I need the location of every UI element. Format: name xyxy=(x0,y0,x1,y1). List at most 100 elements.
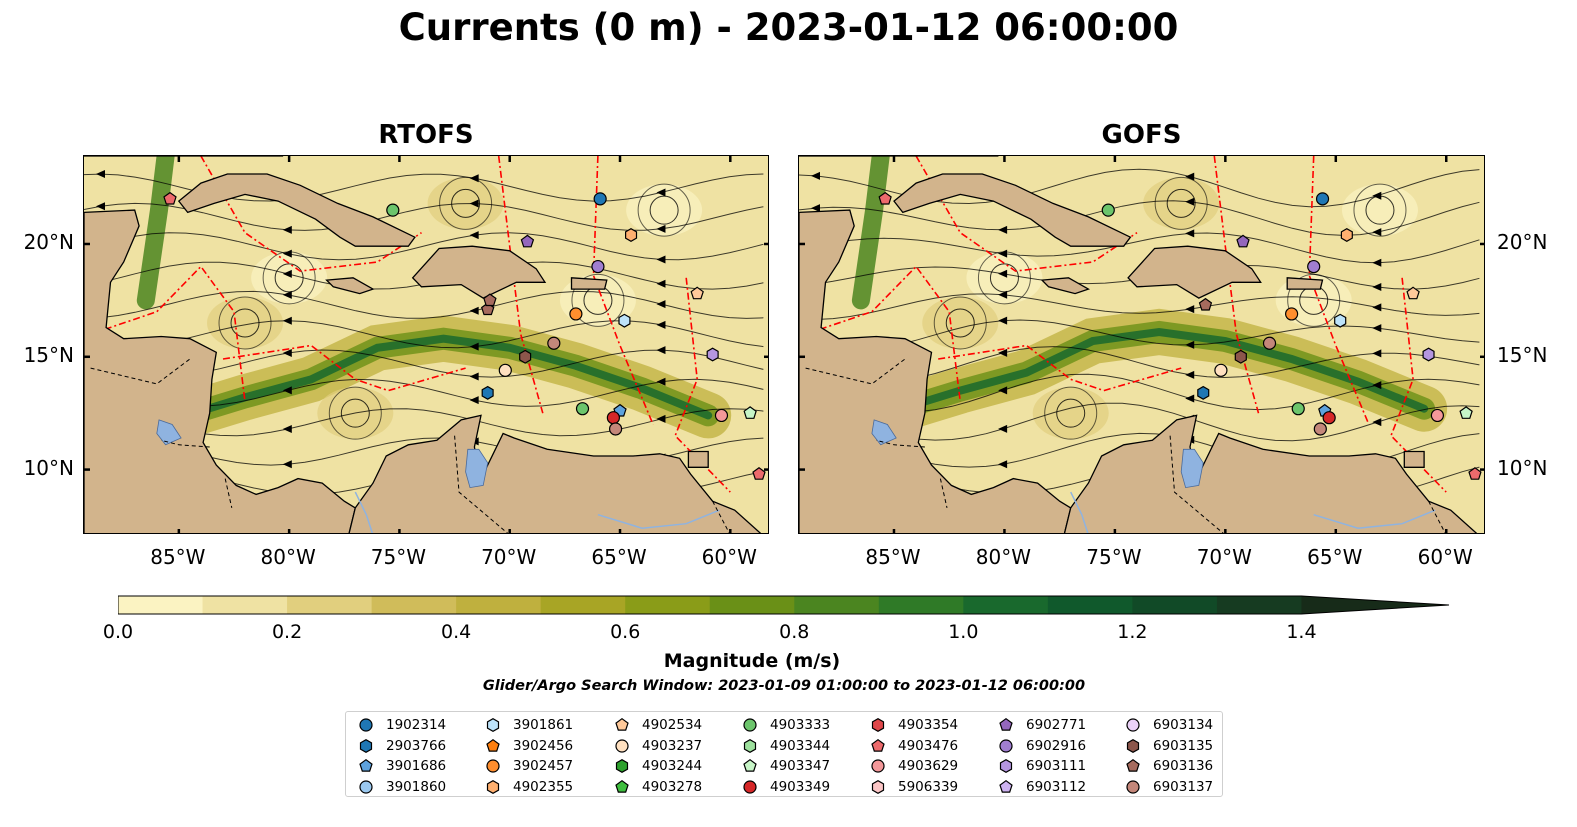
legend-marker-hexagon xyxy=(743,738,757,753)
streamline-arrow xyxy=(1372,324,1382,333)
streamline xyxy=(84,202,764,231)
legend-marker-icon xyxy=(743,758,757,772)
eddy-streamline xyxy=(989,263,1019,293)
lat-tick-label: 10°N xyxy=(23,455,74,480)
lat-tick-label: 10°N xyxy=(1497,455,1548,480)
eddy-streamline xyxy=(945,308,975,338)
streamline-arrow xyxy=(282,316,292,325)
streamline-arrow xyxy=(1185,197,1195,206)
colorbar-tick-label: 0.2 xyxy=(271,621,303,643)
legend-label: 3901861 xyxy=(513,717,574,733)
legend-label: 4903629 xyxy=(898,758,959,774)
legend-marker-icon xyxy=(999,717,1013,731)
streamline-arrow xyxy=(282,386,292,395)
streamline-arrow xyxy=(998,460,1008,469)
legend-marker-pentagon xyxy=(999,717,1013,731)
streamline-arrow xyxy=(282,460,292,469)
lon-tick-label: 85°W xyxy=(865,545,921,569)
land-jamaica xyxy=(325,277,375,295)
colorbar-segment xyxy=(709,596,795,614)
streamline-arrow xyxy=(656,188,666,197)
legend-item: 4903347 xyxy=(742,756,830,776)
float-marker-4903349 xyxy=(606,411,620,425)
country-border xyxy=(454,435,509,533)
lat-tick-label: 20°N xyxy=(1497,229,1548,254)
legend-label: 3901860 xyxy=(386,778,447,795)
float-marker-4903476 xyxy=(752,467,766,480)
streamline-arrow xyxy=(1372,228,1382,237)
colorbar-segment xyxy=(118,596,204,614)
map-panel-gofs[interactable] xyxy=(798,155,1485,534)
lake-maracaibo xyxy=(1180,448,1204,489)
float-marker-4902355 xyxy=(625,228,638,242)
eddy-streamline xyxy=(274,263,304,293)
streamline-arrow xyxy=(282,349,292,358)
streamline-arrow xyxy=(1185,394,1195,403)
land-cuba xyxy=(177,173,416,247)
colorbar xyxy=(117,595,1453,621)
legend-item: 6903112 xyxy=(998,777,1086,797)
streamline xyxy=(84,290,764,319)
legend-marker-circle xyxy=(871,759,885,773)
legend-marker-circle xyxy=(359,779,373,794)
float-marker-6902771 xyxy=(1236,234,1250,248)
eddy-patch xyxy=(207,296,284,349)
legend-item: 4903278 xyxy=(614,777,702,797)
eddy-patch xyxy=(922,296,999,349)
legend-marker-icon xyxy=(359,758,373,772)
legend-marker-icon xyxy=(999,779,1013,793)
map-panel-rtofs[interactable] xyxy=(83,155,769,534)
legend-marker-circle xyxy=(743,718,757,732)
float-marker-4903349 xyxy=(1322,411,1336,425)
float-marker-4903629 xyxy=(714,408,729,423)
legend-item: 3901861 xyxy=(485,715,573,735)
float-marker-6903136 xyxy=(483,293,497,307)
eez-boundary xyxy=(1390,277,1447,493)
eddy-streamline xyxy=(328,386,382,440)
panel-title-gofs: GOFS xyxy=(1101,120,1182,150)
legend-label: 4903476 xyxy=(898,737,959,754)
legend-label: 2903766 xyxy=(386,737,447,754)
float-marker-2903766 xyxy=(1197,385,1210,400)
eddy-streamline xyxy=(649,195,679,225)
legend-marker-icon xyxy=(743,738,757,753)
lat-tick-label: 15°N xyxy=(23,342,74,367)
lon-tick-label: 60°W xyxy=(1417,545,1473,569)
land-south-america xyxy=(348,414,762,533)
eez-boundary xyxy=(497,156,544,414)
lon-tick-label: 60°W xyxy=(701,545,757,569)
float-marker-4903333 xyxy=(1291,402,1305,416)
lon-tick-label: 80°W xyxy=(260,545,316,569)
legend-label: 6902771 xyxy=(1026,717,1087,733)
search-window-note: Glider/Argo Search Window: 2023-01-09 01… xyxy=(482,678,1086,694)
legend-item: 4902355 xyxy=(485,777,573,797)
legend-marker-icon xyxy=(1126,758,1140,772)
streamline-arrow xyxy=(282,424,292,433)
streamline-arrow xyxy=(1185,305,1195,314)
colorbar-segment xyxy=(287,596,373,614)
colorbar-tick-label: 1.0 xyxy=(948,621,979,643)
legend-marker-icon xyxy=(871,759,885,773)
legend-item: 3902456 xyxy=(485,736,573,756)
legend-marker-hexagon xyxy=(615,759,629,773)
eddy-patch xyxy=(1341,184,1418,237)
country-border xyxy=(939,478,948,509)
legend-label: 4903278 xyxy=(642,778,703,795)
legend-label: 6902916 xyxy=(1026,737,1087,754)
legend-label: 6903136 xyxy=(1153,758,1214,774)
legend-label: 4903333 xyxy=(770,717,831,733)
legend-label: 3902457 xyxy=(513,758,574,774)
streamline-arrow xyxy=(998,348,1008,357)
legend-marker-circle xyxy=(1126,718,1140,732)
float-marker-6903111 xyxy=(706,347,719,362)
colorbar-tick-label: 1.2 xyxy=(1117,621,1148,643)
legend-item: 6903136 xyxy=(1125,756,1213,776)
legend-marker-icon xyxy=(1126,738,1140,753)
legend-item: 4903333 xyxy=(742,715,830,735)
legend-marker-icon xyxy=(615,779,629,793)
float-marker-1902314 xyxy=(593,192,607,206)
land-puerto-rico xyxy=(1286,277,1324,290)
legend-marker-hexagon xyxy=(1126,738,1140,753)
eddy-streamline xyxy=(1166,188,1196,218)
streamline-arrow xyxy=(95,202,105,211)
